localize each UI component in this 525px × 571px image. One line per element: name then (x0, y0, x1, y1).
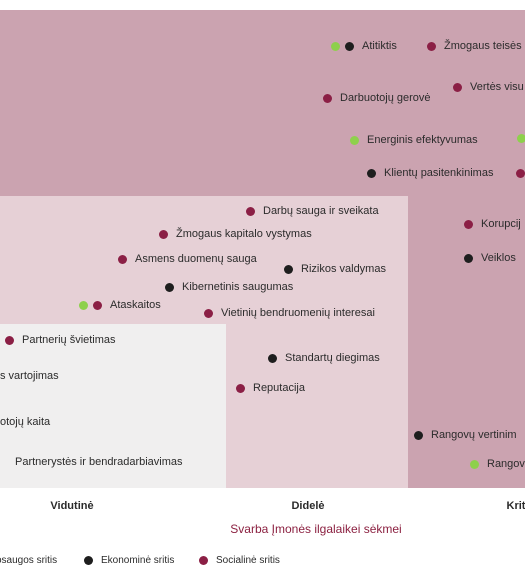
point-label: Darbų sauga ir sveikata (263, 205, 379, 217)
marker-social (93, 300, 102, 310)
data-point: Rizikos valdymas (284, 263, 386, 275)
marker-economic (165, 282, 174, 292)
legend-label: Ekonominė sritis (101, 555, 175, 566)
x-tick-label: Didelė (291, 500, 325, 512)
data-point (516, 169, 525, 178)
point-label: Klientų pasitenkinimas (384, 167, 494, 179)
marker-economic (414, 430, 423, 440)
data-point: Rangov (470, 458, 525, 470)
marker-social (159, 229, 168, 239)
legend-marker-social (199, 556, 208, 565)
data-point: Reputacija (236, 382, 305, 394)
point-label: Žmogaus kapitalo vystymas (176, 228, 312, 240)
marker-social (453, 82, 462, 92)
data-point: Darbų sauga ir sveikata (246, 205, 379, 217)
marker-social (118, 254, 127, 264)
marker-social (323, 93, 332, 103)
marker-economic (284, 264, 293, 274)
marker-economic (345, 41, 354, 51)
point-label: Reputacija (253, 382, 305, 394)
data-point: s vartojimas (0, 370, 59, 382)
point-label: Partnerių švietimas (22, 334, 116, 346)
legend-label: Socialinė sritis (216, 555, 280, 566)
marker-social (246, 206, 255, 216)
point-label: Korupcij (481, 218, 521, 230)
point-label: Ataskaitos (110, 299, 161, 311)
marker-environment (470, 459, 479, 469)
marker-social (236, 383, 245, 393)
data-point: Asmens duomenų sauga (118, 253, 257, 265)
point-label: Standartų diegimas (285, 352, 380, 364)
legend-item-social: Socialinė sritis (199, 555, 280, 566)
data-point: Žmogaus kapitalo vystymas (159, 228, 312, 240)
point-label: Žmogaus teisės (444, 40, 522, 52)
marker-social (204, 308, 213, 318)
legend-label: osaugos sritis (0, 555, 58, 566)
data-point: Korupcij (464, 218, 521, 230)
marker-social (427, 41, 436, 51)
marker-environment (331, 41, 340, 51)
data-point: Žmogaus teisės (427, 40, 522, 52)
legend-marker-economic (84, 556, 93, 565)
data-point: Ataskaitos (79, 299, 161, 311)
data-point: Rangovų vertinim (414, 429, 517, 441)
point-label: Rangov (487, 458, 525, 470)
point-label: Asmens duomenų sauga (135, 253, 257, 265)
data-point: Veiklos (464, 252, 516, 264)
marker-social (516, 169, 525, 178)
marker-economic (268, 353, 277, 363)
marker-social (5, 335, 14, 345)
data-point: Atitiktis (331, 40, 397, 52)
point-label: s vartojimas (0, 370, 59, 382)
x-tick-label: Vidutinė (50, 500, 94, 512)
marker-environment (350, 135, 359, 145)
legend-item-environment: osaugos sritis (0, 555, 57, 566)
point-label: Vietinių bendruomenių interesai (221, 307, 375, 319)
point-label: Darbuotojų gerovė (340, 92, 431, 104)
marker-environment (517, 134, 525, 143)
point-label: Partnerystės ir bendradarbiavimas (15, 456, 183, 468)
data-point: Partnerystės ir bendradarbiavimas (12, 456, 183, 468)
data-point (517, 134, 525, 143)
data-point: Kibernetinis saugumas (165, 281, 293, 293)
data-point: Klientų pasitenkinimas (367, 167, 493, 179)
data-point: Standartų diegimas (268, 352, 380, 364)
marker-economic (367, 168, 376, 178)
point-label: Energinis efektyvumas (367, 134, 478, 146)
data-point: otojų kaita (0, 416, 50, 428)
point-label: Kibernetinis saugumas (182, 281, 294, 293)
point-label: Veiklos (481, 252, 516, 264)
point-label: otojų kaita (0, 416, 51, 428)
x-tick-label: Krit (506, 500, 525, 512)
zone-medium (0, 324, 226, 488)
marker-economic (464, 253, 473, 263)
marker-social (464, 219, 473, 229)
x-axis-title: Svarba Įmonės ilgalaikei sėkmei (230, 522, 402, 536)
data-point: Darbuotojų gerovė (323, 92, 431, 104)
marker-environment (79, 300, 88, 310)
data-point: Vertės visu (453, 81, 524, 93)
point-label: Vertės visu (470, 81, 524, 93)
data-point: Vietinių bendruomenių interesai (204, 307, 375, 319)
point-label: Atitiktis (362, 40, 397, 52)
point-label: Rangovų vertinim (431, 429, 517, 441)
data-point: Energinis efektyvumas (350, 134, 478, 146)
point-label: Rizikos valdymas (301, 263, 386, 275)
data-point: Partnerių švietimas (5, 334, 116, 346)
legend-item-economic: Ekonominė sritis (84, 555, 174, 566)
